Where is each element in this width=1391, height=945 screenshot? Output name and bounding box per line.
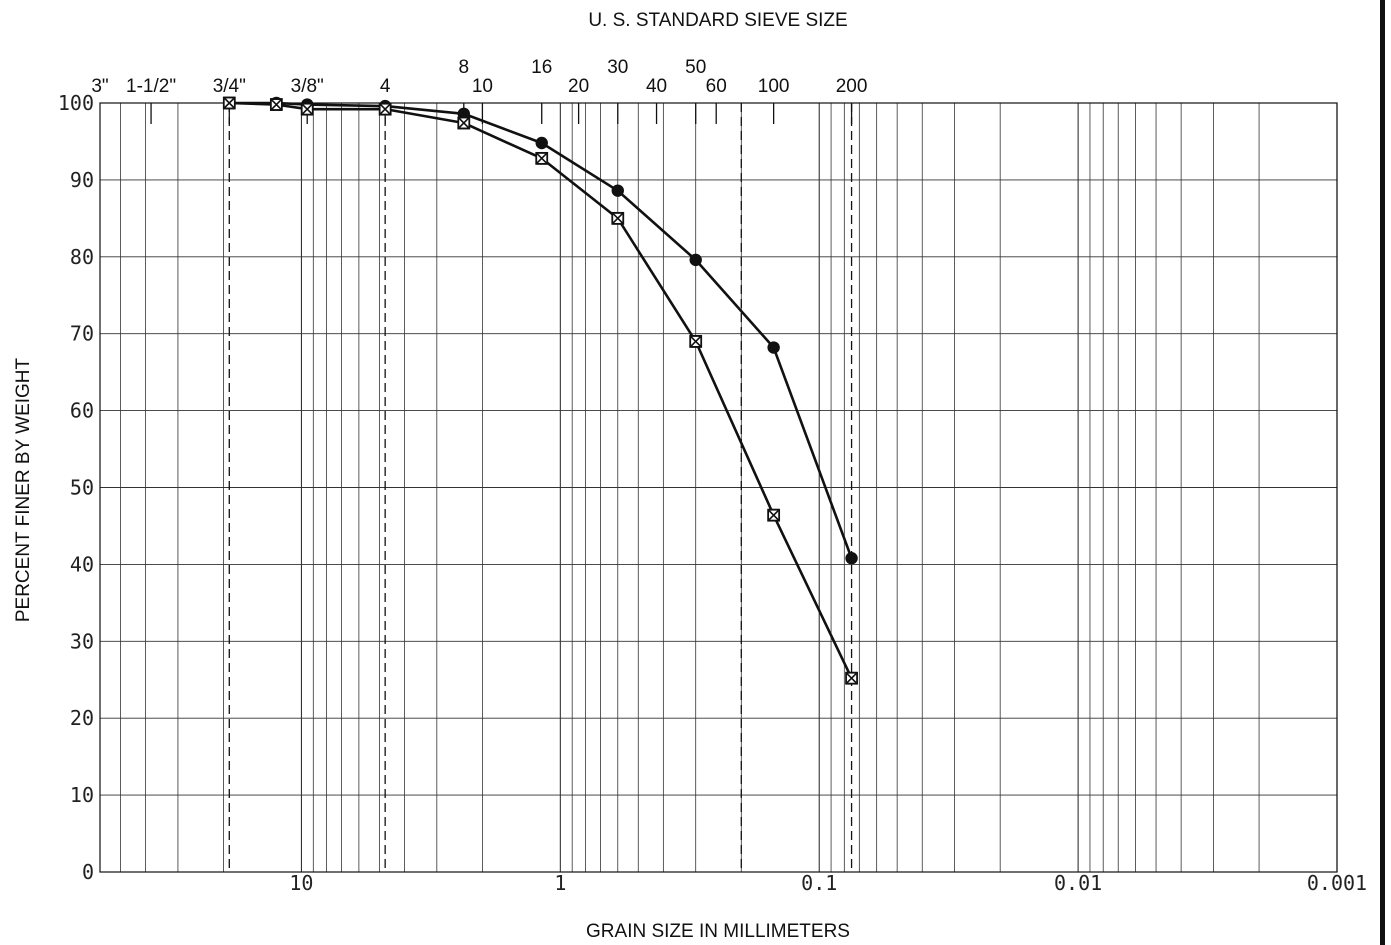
marker-cross bbox=[270, 98, 283, 111]
data-point bbox=[269, 98, 283, 111]
x-tick-label: 0.01 bbox=[1054, 871, 1102, 895]
data-point bbox=[457, 116, 471, 130]
marker-cross bbox=[611, 212, 624, 225]
sieve-label: 20 bbox=[568, 76, 589, 97]
y-tick-label: 50 bbox=[70, 476, 94, 500]
sieve-label: 3/8" bbox=[291, 76, 324, 97]
sieve-label: 60 bbox=[706, 76, 727, 97]
data-series bbox=[222, 96, 858, 685]
marker-cross bbox=[379, 102, 392, 116]
marker-cross bbox=[535, 152, 548, 165]
sieve-label: 1-1/2" bbox=[126, 76, 176, 97]
data-point bbox=[767, 508, 781, 522]
marker-cross bbox=[845, 671, 858, 685]
sieve-label: 100 bbox=[758, 76, 790, 97]
x-tick-label: 0.1 bbox=[801, 871, 837, 895]
data-point bbox=[535, 151, 549, 165]
data-point bbox=[611, 184, 624, 197]
data-point bbox=[845, 552, 858, 565]
plot-area bbox=[99, 102, 1338, 873]
data-point bbox=[300, 102, 314, 116]
sieve-label: 16 bbox=[531, 57, 552, 78]
marker-cross bbox=[223, 96, 236, 110]
sieve-label: 8 bbox=[459, 57, 470, 78]
marker-cross bbox=[457, 116, 470, 130]
x-tick-label: 0.001 bbox=[1307, 871, 1367, 895]
sieve-label: 3/4" bbox=[213, 76, 246, 97]
data-point bbox=[222, 96, 236, 110]
sieve-label: 4 bbox=[380, 76, 391, 97]
x-tick-label: 10 bbox=[289, 871, 313, 895]
y-tick-label: 70 bbox=[70, 322, 94, 346]
data-point bbox=[689, 253, 702, 267]
data-point bbox=[611, 211, 625, 225]
data-point bbox=[535, 136, 548, 150]
y-tick-label: 60 bbox=[70, 399, 94, 423]
marker-cross bbox=[767, 508, 780, 522]
y-tick-labels: 0 10 20 30 40 50 60 70 80 90 100 bbox=[58, 91, 94, 884]
y-axis-label: PERCENT FINER BY WEIGHT bbox=[13, 357, 34, 622]
y-tick-label: 0 bbox=[82, 860, 94, 884]
sieve-label: 40 bbox=[646, 76, 667, 97]
sieve-label: 50 bbox=[685, 57, 706, 78]
y-tick-label: 80 bbox=[70, 245, 94, 269]
chart-title: U. S. STANDARD SIEVE SIZE bbox=[588, 10, 847, 31]
soil-boundary-lines bbox=[228, 103, 853, 872]
data-point bbox=[845, 671, 858, 685]
x-tick-labels: 10 1 0.1 0.01 0.001 bbox=[289, 871, 1367, 895]
data-point bbox=[378, 102, 392, 116]
sieve-label: 3" bbox=[91, 76, 108, 97]
y-tick-label: 30 bbox=[70, 629, 94, 653]
y-tick-label: 40 bbox=[70, 552, 94, 576]
sieve-label: 10 bbox=[472, 76, 493, 97]
sieve-label: 200 bbox=[836, 76, 868, 97]
data-point bbox=[689, 334, 703, 348]
marker-cross bbox=[689, 335, 702, 348]
series-line bbox=[229, 101, 853, 679]
series-line bbox=[229, 101, 853, 559]
x-axis-label: GRAIN SIZE IN MILLIMETERS bbox=[586, 921, 850, 942]
y-tick-label: 10 bbox=[70, 783, 94, 807]
data-point bbox=[767, 341, 780, 354]
grid-lines bbox=[99, 102, 1338, 873]
y-tick-label: 90 bbox=[70, 168, 94, 192]
marker-cross bbox=[301, 102, 314, 116]
x-tick-label: 1 bbox=[554, 871, 566, 895]
y-tick-label: 100 bbox=[58, 91, 94, 115]
sieve-label: 30 bbox=[607, 57, 628, 78]
y-tick-label: 20 bbox=[70, 706, 94, 730]
right-border-bar bbox=[1380, 0, 1385, 945]
